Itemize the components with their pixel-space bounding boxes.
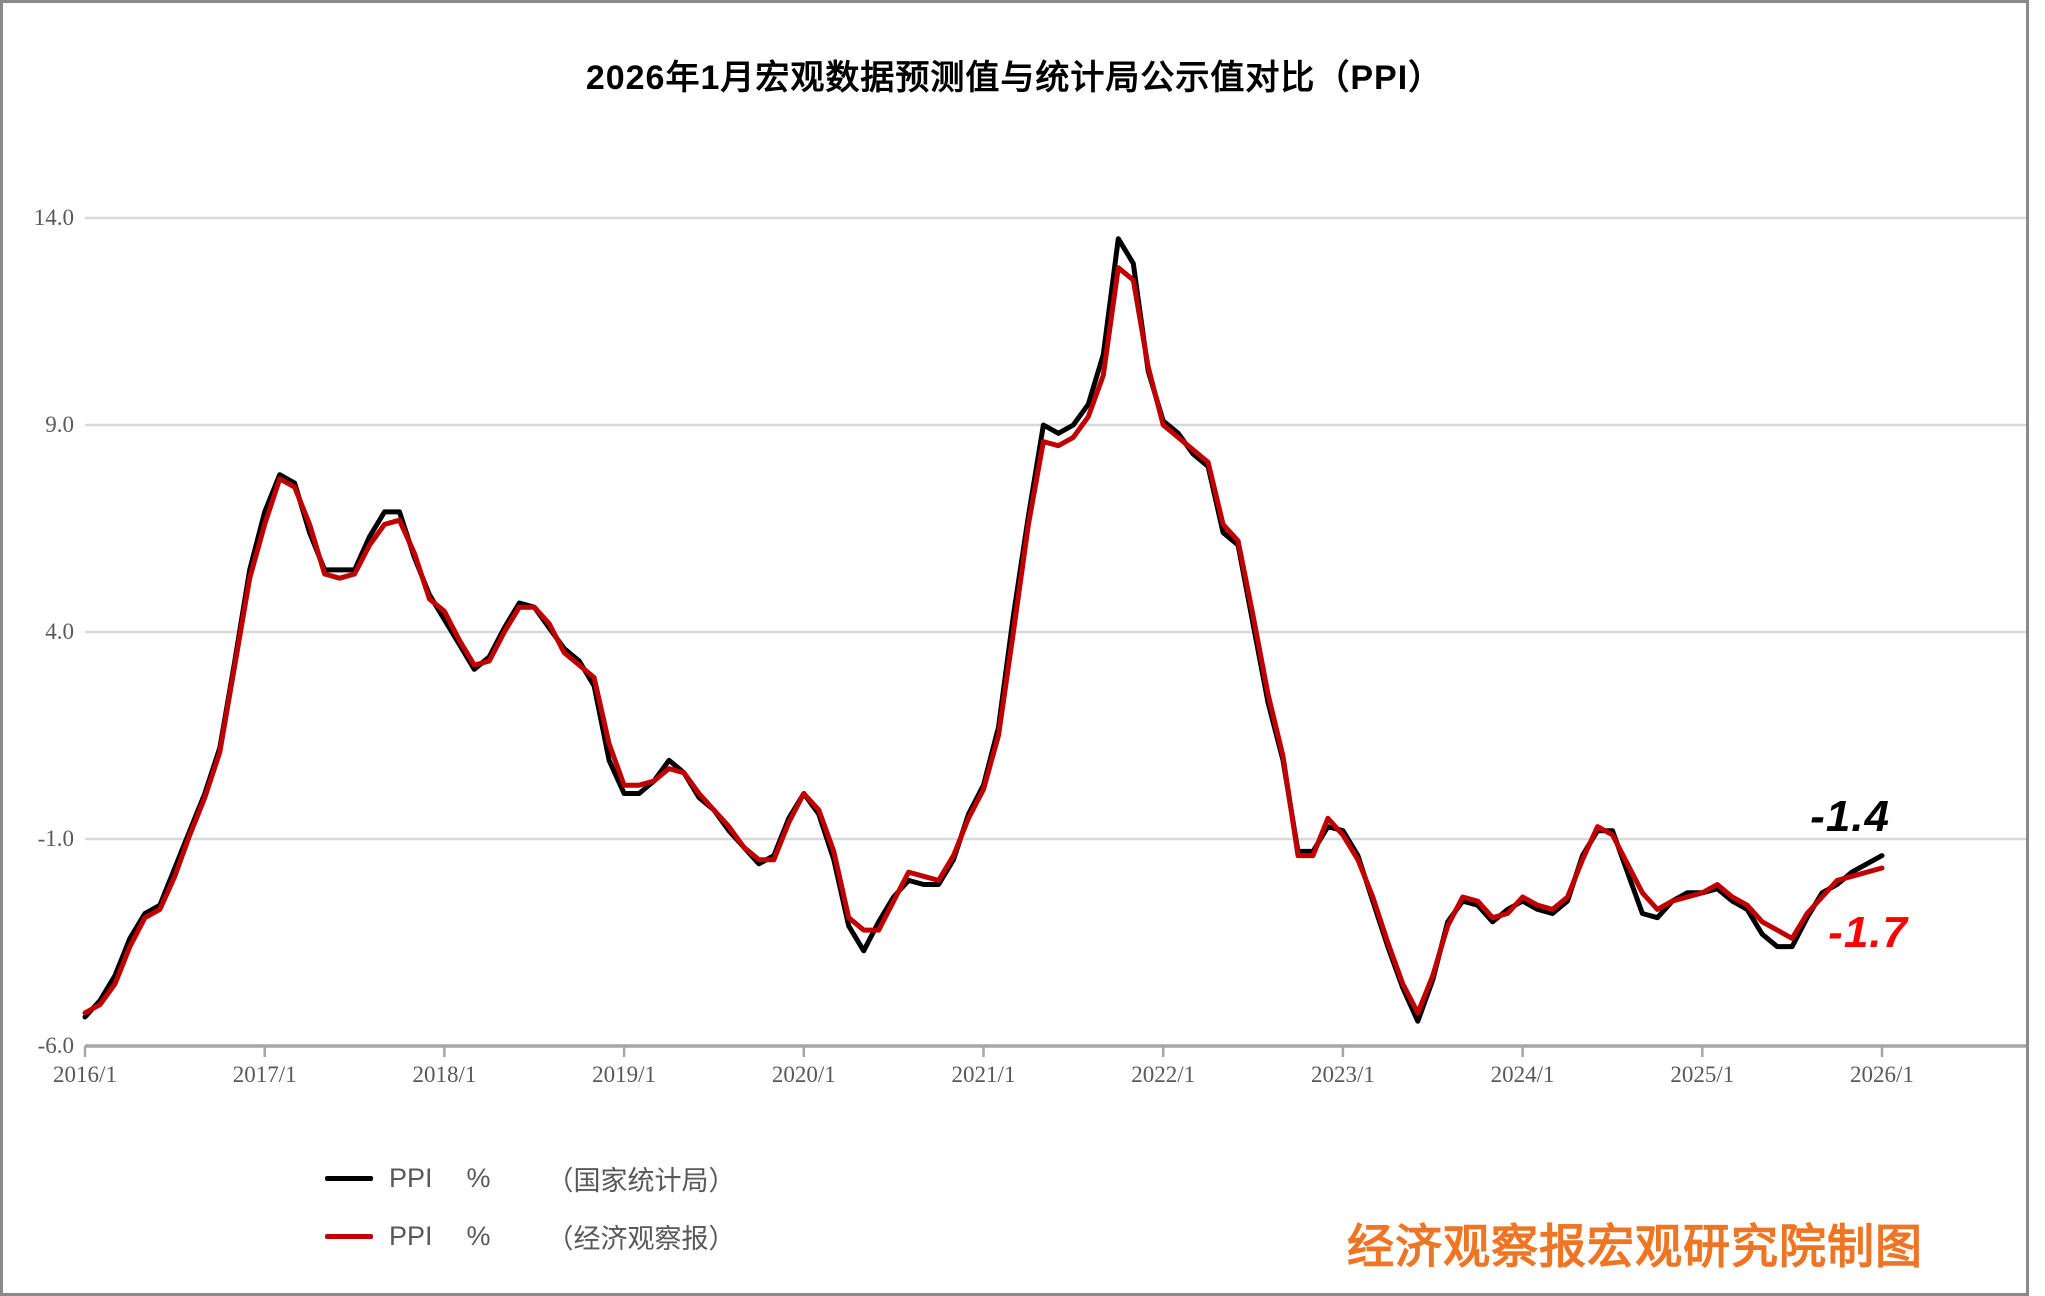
x-tick-label: 2018/1 [412,1062,477,1087]
legend-series-label: PPI [389,1162,433,1193]
x-tick-label: 2016/1 [53,1062,117,1087]
x-tick-label: 2022/1 [1131,1062,1196,1087]
x-tick-label: 2026/1 [1850,1062,1914,1087]
x-tick-label: 2024/1 [1490,1062,1555,1087]
legend-row-forecast: PPI % （经济观察报） [325,1216,736,1256]
y-tick-label: 4.0 [45,619,74,644]
x-tick-label: 2023/1 [1310,1062,1375,1087]
y-tick-label: 14.0 [33,205,74,230]
y-tick-label: -1.0 [37,826,74,851]
y-tick-label: -6.0 [37,1033,74,1058]
legend: PPI % （国家统计局） PPI % （经济观察报） [325,1158,736,1274]
x-tick-label: 2019/1 [592,1062,657,1087]
forecast-ppi-line [82,265,1885,1016]
legend-series-label: PPI [389,1220,433,1251]
y-tick-label: 9.0 [45,412,74,437]
legend-source-label: （经济观察报） [546,1223,736,1254]
nbs-line-swatch [325,1175,373,1181]
legend-unit-label: % [466,1220,491,1251]
x-tick-label: 2025/1 [1670,1062,1735,1087]
forecast-last-value-label: -1.7 [1828,908,1908,957]
legend-unit-label: % [466,1162,491,1193]
credit-text: 经济观察报宏观研究院制图 [1347,1220,1923,1275]
x-tick-label: 2021/1 [951,1062,1016,1087]
nbs-last-value-label: -1.4 [1810,792,1890,841]
nbs-ppi-line [82,236,1885,1024]
forecast-line-swatch [325,1233,373,1239]
x-tick-label: 2020/1 [771,1062,836,1087]
legend-row-nbs: PPI % （国家统计局） [325,1158,736,1198]
chart-title: 2026年1月宏观数据预测值与统计局公示值对比（PPI） [585,59,1444,97]
legend-source-label: （国家统计局） [546,1165,736,1196]
x-tick-label: 2017/1 [232,1062,297,1087]
